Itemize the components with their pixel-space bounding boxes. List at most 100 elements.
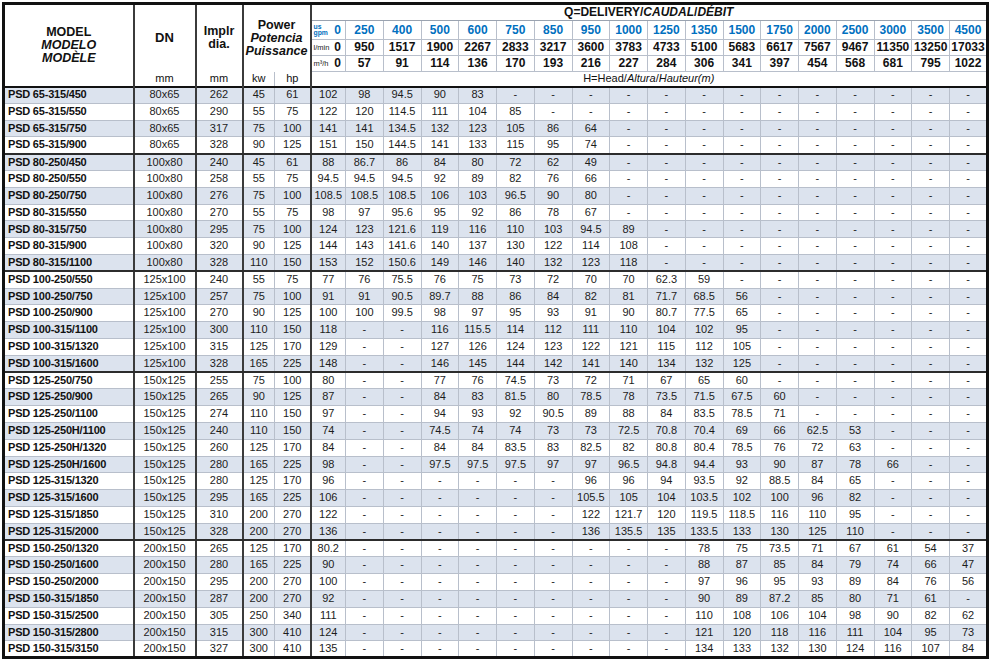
power-kw-cell: 165 — [243, 456, 275, 473]
head-value-cell: 67 — [572, 204, 610, 221]
head-value-cell: - — [534, 103, 572, 120]
head-value-cell: - — [346, 506, 384, 523]
head-value-cell: 71.5 — [685, 389, 723, 406]
head-value-cell: 83 — [534, 439, 572, 456]
model-cell: PSD 125-250/900 — [4, 389, 134, 406]
head-value-cell: 84 — [874, 574, 912, 591]
gpm-value: 500 — [421, 21, 459, 40]
head-value-cell: 114.5 — [383, 103, 421, 120]
head-value-cell: 120 — [648, 506, 686, 523]
power-hp-cell: 225 — [275, 557, 311, 574]
dn-cell: 150x125 — [134, 439, 196, 456]
head-value-cell: 86 — [383, 154, 421, 171]
head-value-cell: 97 — [311, 406, 346, 423]
head-value-cell: - — [610, 170, 648, 187]
lmin-value: 13250 — [912, 40, 950, 56]
impeller-dia-cell: 240 — [196, 154, 243, 171]
head-value-cell: 144 — [497, 355, 535, 372]
head-value-cell: - — [383, 406, 421, 423]
table-row: PSD 80-250/550100x80258557594.594.594.59… — [4, 170, 988, 187]
head-value-cell: - — [836, 238, 874, 255]
head-value-cell: - — [610, 624, 648, 641]
model-cell: PSD 150-250/2000 — [4, 574, 134, 591]
head-value-cell: 93 — [799, 574, 837, 591]
head-value-cell: - — [572, 641, 610, 658]
table-row: PSD 125-250/1100150x12527411015097--9493… — [4, 406, 988, 423]
head-value-cell: - — [950, 87, 988, 104]
head-value-cell: - — [723, 221, 761, 238]
table-row: PSD 150-250/1320200x15026512517080.2----… — [4, 540, 988, 557]
head-value-cell: - — [874, 439, 912, 456]
head-value-cell: 123 — [534, 338, 572, 355]
dn-cell: 150x125 — [134, 406, 196, 423]
head-value-cell: 76 — [761, 439, 799, 456]
table-row: PSD 100-250/750125x10025775100919190.589… — [4, 288, 988, 305]
impeller-dia-cell: 315 — [196, 338, 243, 355]
table-row: PSD 125-315/1320150x12528012517096------… — [4, 473, 988, 490]
power-kw-cell: 125 — [243, 473, 275, 490]
head-value-cell: 95.6 — [383, 204, 421, 221]
power-hp-cell: 100 — [275, 372, 311, 389]
impeller-dia-cell: 260 — [196, 439, 243, 456]
head-value-cell: 122 — [534, 238, 572, 255]
head-value-cell: 65 — [685, 372, 723, 389]
gpm-value: 3000 — [874, 21, 912, 40]
m3h-value: 306 — [685, 56, 723, 72]
head-value-cell: 70 — [572, 271, 610, 288]
dn-cell: 100x80 — [134, 204, 196, 221]
head-value-cell: 86 — [534, 120, 572, 137]
head-value-cell: - — [497, 540, 535, 557]
head-value-cell: 60 — [761, 389, 799, 406]
head-value-cell: 87 — [311, 389, 346, 406]
head-value-cell: - — [950, 120, 988, 137]
head-value-cell: 74 — [459, 422, 497, 439]
head-value-cell: - — [610, 557, 648, 574]
head-value-cell: - — [459, 540, 497, 557]
head-value-cell: - — [950, 288, 988, 305]
head-value-cell: - — [950, 355, 988, 372]
head-value-cell: - — [534, 590, 572, 607]
head-value-cell: 73 — [950, 624, 988, 641]
head-value-cell: 122 — [572, 338, 610, 355]
head-value-cell: 130 — [497, 238, 535, 255]
head-value-cell: 114 — [572, 238, 610, 255]
head-value-cell: 82.5 — [572, 439, 610, 456]
head-value-cell: 133.5 — [685, 523, 723, 540]
head-value-cell: 69 — [723, 422, 761, 439]
head-value-cell: 70 — [610, 271, 648, 288]
head-value-cell: - — [874, 238, 912, 255]
head-value-cell: - — [761, 120, 799, 137]
model-cell: PSD 125-250/750 — [4, 372, 134, 389]
head-value-cell: 80 — [836, 590, 874, 607]
head-value-cell: 83 — [459, 389, 497, 406]
head-value-cell: 73.5 — [648, 389, 686, 406]
head-value-cell: - — [761, 372, 799, 389]
head-value-cell: 71 — [761, 406, 799, 423]
head-value-cell: 95 — [421, 204, 459, 221]
head-value-cell: 124 — [311, 221, 346, 238]
impeller-unit: mm — [196, 72, 243, 87]
head-value-cell: 124 — [311, 624, 346, 641]
head-value-cell: 81 — [610, 288, 648, 305]
head-value-cell: 90.5 — [383, 288, 421, 305]
head-value-cell: - — [761, 204, 799, 221]
m3h-value: 170 — [497, 56, 535, 72]
head-value-cell: 120 — [723, 624, 761, 641]
head-value-cell: - — [383, 473, 421, 490]
head-value-cell: - — [761, 87, 799, 104]
power-kw-cell: 110 — [243, 322, 275, 339]
head-value-cell: 136 — [311, 523, 346, 540]
head-value-cell: - — [421, 641, 459, 658]
power-hp-cell: 410 — [275, 641, 311, 658]
head-value-cell: - — [723, 137, 761, 154]
head-value-cell: 74 — [311, 422, 346, 439]
head-value-cell: 83 — [459, 87, 497, 104]
head-value-cell: 111 — [311, 607, 346, 624]
dn-cell: 200x150 — [134, 574, 196, 591]
head-value-cell: - — [723, 120, 761, 137]
power-kw-cell: 125 — [243, 439, 275, 456]
head-value-cell: 115.5 — [459, 322, 497, 339]
power-unit-kw: kw — [243, 72, 275, 87]
model-cell: PSD 80-315/900 — [4, 238, 134, 255]
head-value-cell: - — [572, 87, 610, 104]
